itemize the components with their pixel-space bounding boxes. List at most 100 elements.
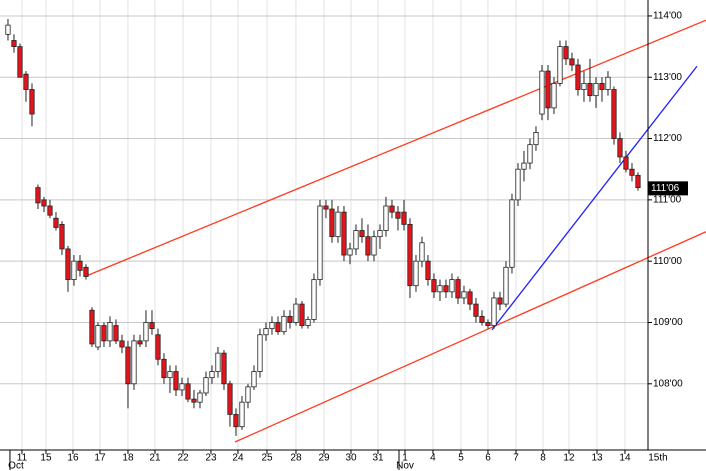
candle-body <box>593 82 599 97</box>
x-tick-label: 22 <box>177 453 189 464</box>
candle-body <box>215 352 221 372</box>
candle-body <box>533 132 539 146</box>
candle-body <box>227 383 233 415</box>
candle-body <box>551 82 557 109</box>
candle-body <box>149 322 155 330</box>
candle-body <box>125 346 131 385</box>
x-tick-label: 28 <box>290 453 302 464</box>
trendline <box>234 231 706 443</box>
candle-body <box>557 46 563 84</box>
y-tick-label: 113'00 <box>653 72 682 83</box>
candle-body <box>611 89 617 139</box>
candle-body <box>155 334 161 360</box>
x-tick-label: 24 <box>232 453 244 464</box>
candle-body <box>185 383 191 400</box>
candle-body <box>113 325 119 342</box>
candle-body <box>569 58 575 66</box>
candle-body <box>239 401 245 428</box>
candle-body <box>221 352 227 385</box>
candle-body <box>335 211 341 238</box>
x-tick-label: 18 <box>122 453 134 464</box>
x-tick-label: 30 <box>345 453 357 464</box>
candle-body <box>17 46 23 78</box>
candle-body <box>281 315 287 333</box>
candle-body <box>371 236 377 256</box>
candle-body <box>617 138 623 158</box>
x-tick-label: 15th <box>648 453 667 464</box>
candle-body <box>257 334 263 372</box>
candle-body <box>47 205 53 216</box>
candle-body <box>353 230 359 250</box>
candle-body <box>347 248 353 256</box>
candle-body <box>521 162 527 170</box>
candle-body <box>323 205 329 210</box>
candle-body <box>341 211 347 256</box>
candle-body <box>317 205 323 280</box>
y-tick-label: 108'00 <box>653 378 683 389</box>
candle-body <box>365 236 371 256</box>
trendline <box>491 65 698 331</box>
x-tick-label: 8 <box>540 453 546 464</box>
candle-body <box>59 223 65 250</box>
candle-body <box>563 46 569 60</box>
candle-body <box>503 266 509 305</box>
candle-body <box>461 291 467 299</box>
candle-body <box>179 383 185 391</box>
x-tick-label: 7 <box>513 453 519 464</box>
candle-body <box>383 205 389 231</box>
candle-body <box>581 82 587 90</box>
candle-body <box>197 392 203 403</box>
candle-body <box>629 168 635 176</box>
candle-body <box>539 70 545 115</box>
candle-body <box>473 303 479 317</box>
candle-body <box>497 297 503 305</box>
x-tick-label: 15 <box>40 453 52 464</box>
x-tick-label: 17 <box>94 453 106 464</box>
candle-body <box>137 340 143 345</box>
candle-body <box>431 279 437 293</box>
trendline-layer <box>87 19 706 443</box>
candle-body <box>263 328 269 336</box>
candle-body <box>5 24 11 35</box>
candle-layer <box>5 19 641 436</box>
x-tick-label: 16 <box>67 453 79 464</box>
candle-body <box>77 260 83 271</box>
candle-body <box>389 205 395 213</box>
candle-body <box>485 322 491 326</box>
trendline <box>87 19 706 276</box>
candle-body <box>455 279 461 299</box>
candle-body <box>437 285 443 293</box>
x-tick-label: 21 <box>149 453 161 464</box>
candle-body <box>209 371 215 379</box>
x-tick-label: 29 <box>318 453 330 464</box>
candle-body <box>293 303 299 323</box>
candle-body <box>635 174 641 189</box>
month-label: Oct <box>8 461 24 471</box>
candle-body <box>173 371 179 391</box>
candle-body <box>449 279 455 293</box>
last-price-box <box>648 181 688 196</box>
candle-body <box>545 70 551 109</box>
candle-body <box>11 40 17 47</box>
last-price-label: 111'06 <box>651 183 680 194</box>
candle-body <box>395 211 401 219</box>
candle-body <box>287 315 293 323</box>
candle-body <box>23 73 29 90</box>
candle-body <box>269 322 275 330</box>
candle-body <box>161 358 167 379</box>
x-tick-label: 23 <box>205 453 217 464</box>
candle-body <box>443 285 449 293</box>
candle-body <box>599 82 605 90</box>
x-tick-label: 11 <box>17 453 28 464</box>
candle-body <box>143 322 149 342</box>
x-tick-label: 6 <box>485 453 491 464</box>
candle-body <box>251 371 257 388</box>
x-tick-label: 14 <box>619 453 631 464</box>
y-tick-label: 112'00 <box>653 133 682 144</box>
candle-body <box>509 199 515 268</box>
y-tick-label: 109'00 <box>653 317 683 328</box>
candle-body <box>83 266 89 277</box>
candle-body <box>245 386 251 403</box>
candle-body <box>95 325 101 348</box>
